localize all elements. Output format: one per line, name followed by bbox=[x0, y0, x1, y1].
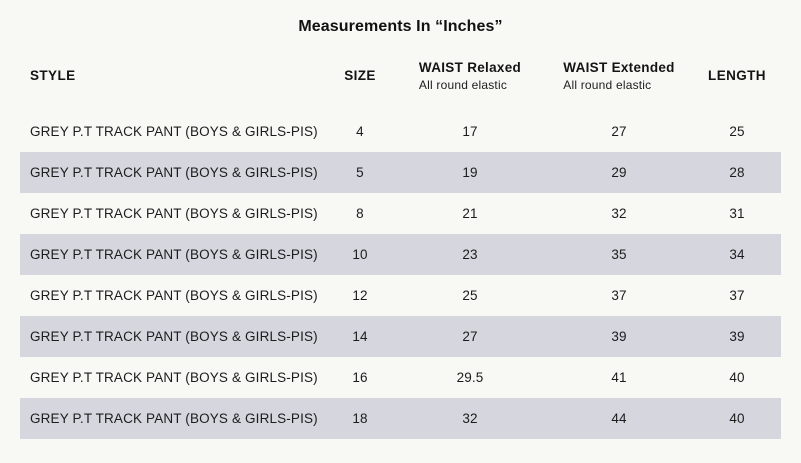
cell-waist-relaxed: 25 bbox=[462, 288, 478, 303]
cell-waist-extended: 39 bbox=[611, 329, 627, 344]
cell-style: GREY P.T TRACK PANT (BOYS & GIRLS-PIS) bbox=[30, 165, 318, 180]
table-header-row: STYLE SIZE WAIST Relaxed All round elast… bbox=[20, 39, 781, 111]
column-header-style: STYLE bbox=[30, 67, 76, 83]
column-header-waist-extended: WAIST Extended All round elastic bbox=[545, 58, 693, 93]
cell-waist-relaxed: 29.5 bbox=[456, 370, 484, 385]
cell-size: 4 bbox=[356, 124, 364, 139]
cell-waist-extended: 27 bbox=[611, 124, 627, 139]
cell-length: 28 bbox=[729, 165, 745, 180]
table-body: GREY P.T TRACK PANT (BOYS & GIRLS-PIS) 4… bbox=[20, 111, 781, 439]
cell-waist-extended: 41 bbox=[611, 370, 627, 385]
column-header-waist-relaxed: WAIST Relaxed All round elastic bbox=[395, 58, 545, 93]
cell-style: GREY P.T TRACK PANT (BOYS & GIRLS-PIS) bbox=[30, 124, 318, 139]
cell-waist-extended: 35 bbox=[611, 247, 627, 262]
cell-waist-relaxed: 19 bbox=[462, 165, 478, 180]
cell-size: 16 bbox=[352, 370, 368, 385]
cell-length: 37 bbox=[729, 288, 745, 303]
waist-relaxed-subtitle: All round elastic bbox=[418, 77, 508, 92]
cell-style: GREY P.T TRACK PANT (BOYS & GIRLS-PIS) bbox=[30, 247, 318, 262]
column-header-length: LENGTH bbox=[708, 67, 766, 83]
cell-style: GREY P.T TRACK PANT (BOYS & GIRLS-PIS) bbox=[30, 288, 318, 303]
cell-length: 25 bbox=[729, 124, 745, 139]
table-row: GREY P.T TRACK PANT (BOYS & GIRLS-PIS) 8… bbox=[20, 193, 781, 234]
cell-style: GREY P.T TRACK PANT (BOYS & GIRLS-PIS) bbox=[30, 370, 318, 385]
cell-waist-relaxed: 23 bbox=[462, 247, 478, 262]
table-row: GREY P.T TRACK PANT (BOYS & GIRLS-PIS) 1… bbox=[20, 234, 781, 275]
cell-waist-relaxed: 17 bbox=[462, 124, 478, 139]
page-title: Measurements In “Inches” bbox=[298, 18, 503, 35]
column-header-size: SIZE bbox=[344, 67, 376, 83]
cell-waist-extended: 44 bbox=[611, 411, 627, 426]
waist-relaxed-header-block: WAIST Relaxed All round elastic bbox=[419, 58, 521, 93]
table-row: GREY P.T TRACK PANT (BOYS & GIRLS-PIS) 1… bbox=[20, 275, 781, 316]
cell-length: 31 bbox=[729, 206, 745, 221]
table-row: GREY P.T TRACK PANT (BOYS & GIRLS-PIS) 1… bbox=[20, 316, 781, 357]
waist-extended-header-block: WAIST Extended All round elastic bbox=[563, 58, 674, 93]
waist-extended-title: WAIST Extended bbox=[563, 59, 675, 75]
cell-length: 40 bbox=[729, 370, 745, 385]
cell-size: 8 bbox=[356, 206, 364, 221]
cell-waist-relaxed: 21 bbox=[462, 206, 478, 221]
cell-size: 10 bbox=[352, 247, 368, 262]
cell-style: GREY P.T TRACK PANT (BOYS & GIRLS-PIS) bbox=[30, 411, 318, 426]
cell-length: 34 bbox=[729, 247, 745, 262]
cell-length: 39 bbox=[729, 329, 745, 344]
cell-waist-relaxed: 27 bbox=[462, 329, 478, 344]
table-row: GREY P.T TRACK PANT (BOYS & GIRLS-PIS) 5… bbox=[20, 152, 781, 193]
table-row: GREY P.T TRACK PANT (BOYS & GIRLS-PIS) 1… bbox=[20, 357, 781, 398]
cell-size: 18 bbox=[352, 411, 368, 426]
waist-extended-subtitle: All round elastic bbox=[563, 77, 652, 92]
cell-waist-extended: 37 bbox=[611, 288, 627, 303]
table-row: GREY P.T TRACK PANT (BOYS & GIRLS-PIS) 4… bbox=[20, 111, 781, 152]
cell-style: GREY P.T TRACK PANT (BOYS & GIRLS-PIS) bbox=[30, 329, 318, 344]
measurements-table: STYLE SIZE WAIST Relaxed All round elast… bbox=[20, 39, 781, 439]
cell-length: 40 bbox=[729, 411, 745, 426]
cell-style: GREY P.T TRACK PANT (BOYS & GIRLS-PIS) bbox=[30, 206, 318, 221]
cell-waist-relaxed: 32 bbox=[462, 411, 478, 426]
cell-waist-extended: 32 bbox=[611, 206, 627, 221]
cell-size: 14 bbox=[352, 329, 368, 344]
table-row: GREY P.T TRACK PANT (BOYS & GIRLS-PIS) 1… bbox=[20, 398, 781, 439]
cell-size: 5 bbox=[356, 165, 364, 180]
waist-relaxed-title: WAIST Relaxed bbox=[418, 59, 522, 75]
cell-size: 12 bbox=[352, 288, 368, 303]
cell-waist-extended: 29 bbox=[611, 165, 627, 180]
